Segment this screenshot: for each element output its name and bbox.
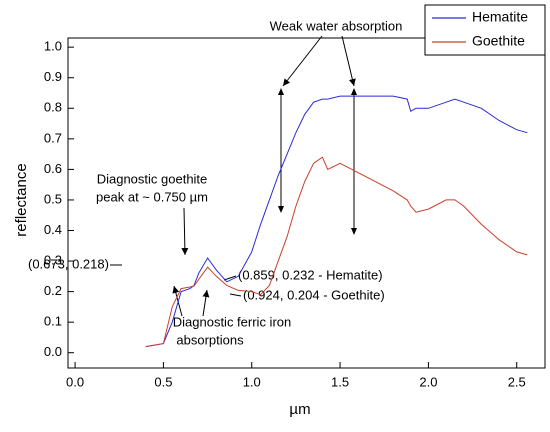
annotation: (0.859, 0.232 - Hematite) — [238, 267, 383, 282]
annotation: Diagnostic goethite — [97, 171, 208, 186]
marker-caps — [278, 88, 357, 235]
legend — [424, 4, 546, 56]
x-axis-label: µm — [289, 401, 310, 418]
leader — [229, 293, 242, 297]
y-axis-label: reflectance — [13, 163, 30, 236]
y-tick-label: 0.5 — [44, 191, 62, 206]
x-tick-label: 1.5 — [331, 374, 349, 389]
annotation: Weak water absorption — [270, 18, 403, 33]
annotation: (0.924, 0.204 - Goethite) — [243, 287, 385, 302]
y-tick-label: 0.1 — [44, 314, 62, 329]
series-line — [145, 156, 528, 348]
annotation: Diagnostic ferric iron — [173, 314, 292, 329]
y-tick-label: 1.0 — [44, 39, 62, 54]
arrow — [202, 289, 210, 317]
series-line — [145, 95, 528, 348]
annotation: peak at ~ 0.750 µm — [96, 189, 208, 204]
y-tick-label: 0.4 — [44, 222, 62, 237]
y-tick-label: 0.7 — [44, 130, 62, 145]
leader — [223, 275, 237, 281]
x-tick-label: 2.5 — [508, 374, 526, 389]
plot-frame — [67, 37, 546, 369]
y-tick-label: 0.9 — [44, 69, 62, 84]
y-tick-label: 0.8 — [44, 100, 62, 115]
annotation: (0.673, 0.218) — [28, 256, 109, 271]
x-tick-label: 2.0 — [419, 374, 437, 389]
y-tick-label: 0.2 — [44, 283, 62, 298]
x-tick-label: 0.5 — [154, 374, 172, 389]
arrow — [282, 35, 323, 87]
x-tick-label: 0.0 — [66, 374, 84, 389]
y-tick-label: 0.6 — [44, 161, 62, 176]
x-tick-label: 1.0 — [243, 374, 261, 389]
y-tick-label: 0.0 — [44, 344, 62, 359]
y-tick-label: 0.3 — [44, 252, 62, 267]
arrow — [181, 207, 189, 256]
legend-label: Hematite — [472, 9, 528, 25]
legend-label: Goethite — [472, 33, 525, 49]
annotation: absorptions — [176, 332, 244, 347]
arrow — [341, 35, 356, 87]
